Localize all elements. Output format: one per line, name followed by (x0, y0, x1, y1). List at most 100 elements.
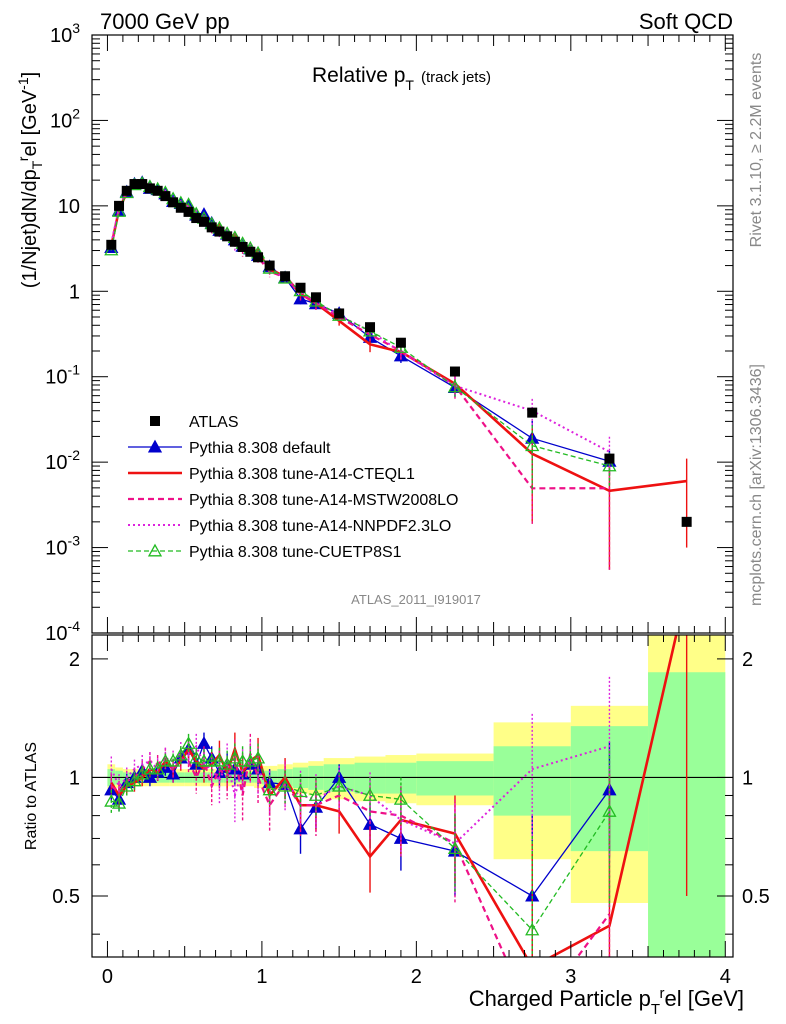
atlas-point (264, 260, 275, 271)
ratio-tick-label-left: 2 (69, 649, 80, 671)
ratio-point-cuetp8s1 (189, 750, 204, 764)
x-tick-label: 3 (565, 966, 576, 988)
atlas-point (395, 337, 406, 348)
ratio-point-cuetp8s1 (181, 736, 196, 749)
legend-label: ATLAS (189, 414, 239, 431)
atlas-point (160, 191, 171, 202)
ratio-tick-label-right: 1 (742, 767, 753, 789)
ratio-point-cuetp8s1 (142, 761, 158, 775)
ratio-tick-label-left: 1 (69, 767, 80, 789)
y-tick-exponent: -1 (68, 362, 81, 378)
y-tick-exponent: -3 (68, 533, 81, 549)
atlas-point (334, 308, 345, 319)
x-tick-label: 1 (256, 966, 267, 988)
atlas-point (310, 292, 321, 303)
y-tick-label: 102 (50, 105, 80, 132)
legend-marker-atlas (150, 416, 160, 426)
legend: ATLAS Pythia 8.308 default Pythia 8.308 tu… (128, 414, 458, 561)
series-line-cuetp8s1 (110, 182, 610, 467)
atlas-point (237, 241, 248, 252)
rivet-label: Rivet 3.1.10, ≥ 2.2M events (748, 53, 765, 248)
ratio-band-inner (416, 761, 494, 796)
ratio-point-cuetp8s1 (158, 753, 173, 767)
atlas-point (365, 322, 376, 333)
ratio-point-cuetp8s1 (212, 753, 227, 767)
header-right: Soft QCD (639, 9, 733, 34)
ratio-point-cuetp8s1 (173, 747, 188, 761)
atlas-point (253, 252, 264, 263)
ratio-point-cuetp8s1 (204, 753, 219, 767)
plot-title-sub: T (405, 77, 414, 93)
plot-title-note: (track jets) (421, 69, 491, 86)
atlas-point (280, 271, 291, 282)
x-axis-label: Charged Particle pTrel [GeV] (469, 985, 744, 1018)
y-tick-exponent: 3 (72, 20, 80, 36)
header-left: 7000 GeV pp (100, 9, 230, 34)
y-tick-label: 10-2 (45, 447, 80, 474)
ratio-point-cuetp8s1 (196, 753, 212, 767)
ratio-point-cuetp8s1 (235, 753, 250, 767)
y-tick-label: 103 (50, 20, 80, 47)
ratio-point-cuetp8s1 (127, 773, 142, 787)
atlas-point (121, 185, 132, 196)
ratio-point-cuetp8s1 (308, 788, 324, 801)
ratio-plot-area (92, 635, 733, 957)
point-cuetp8s1 (447, 379, 463, 393)
y-tick-exponent: -2 (68, 447, 81, 463)
ratio-tick-label-right: 2 (742, 649, 753, 671)
atlas-point (129, 179, 140, 190)
x-tick-label: 0 (102, 966, 113, 988)
ratio-point-cuetp8s1 (250, 750, 266, 764)
y-tick-label: 10-1 (45, 362, 80, 389)
ratio-point-cuetp8s1 (111, 795, 127, 809)
point-cuetp8s1 (602, 458, 617, 472)
atlas-point (106, 239, 117, 250)
atlas-point (114, 200, 125, 211)
atlas-point (214, 226, 225, 237)
ratio-axes: 0 1 2 3 4 0.5 0.5 1 1 2 2 (52, 635, 770, 988)
ratio-line-mstw (110, 753, 611, 957)
atlas-point (604, 453, 615, 464)
y-axis-label: (1/Njet)dN/dpTrel [GeV-1] (15, 72, 45, 288)
ratio-y-axis-label: Ratio to ATLAS (23, 742, 40, 850)
ratio-point-cuetp8s1 (150, 761, 165, 775)
legend-label: Pythia 8.308 tune-A14-NNPDF2.3LO (189, 518, 451, 535)
y-tick-label: 10 (58, 196, 80, 218)
ratio-band-inner (493, 746, 571, 816)
ratio-tick-label-right: 0.5 (742, 886, 770, 908)
ratio-point-cuetp8s1 (332, 778, 347, 792)
ratio-point-cuetp8s1 (220, 756, 235, 770)
ratio-point-cuetp8s1 (104, 793, 119, 807)
ratio-point-cuetp8s1 (277, 778, 293, 792)
legend-label: Pythia 8.308 tune-CUETP8S1 (189, 544, 402, 561)
atlas-point (152, 185, 163, 196)
x-tick-label: 4 (720, 966, 731, 988)
y-tick-label: 1 (69, 281, 80, 303)
legend-marker-cuetp8s1 (147, 543, 163, 557)
y-tick-label: 10-4 (45, 618, 80, 645)
ratio-point-cuetp8s1 (447, 841, 463, 854)
atlas-point (681, 516, 692, 527)
y-tick-exponent: 2 (72, 105, 80, 121)
main-plot-frame (91, 34, 734, 634)
atlas-point (198, 216, 209, 227)
ratio-point-cuetp8s1 (262, 782, 277, 796)
ratio-point-cuetp8s1 (165, 753, 181, 767)
atlas-point (175, 202, 186, 213)
atlas-point (527, 407, 538, 418)
series-line-default (110, 181, 610, 462)
ratio-point-cuetp8s1 (362, 788, 378, 801)
atlas-point (137, 179, 148, 190)
ratio-point-cuetp8s1 (293, 784, 308, 798)
ratio-plot-frame (91, 634, 734, 958)
legend-label: Pythia 8.308 tune-A14-CTEQL1 (189, 466, 415, 483)
y-tick-label: 10-3 (45, 533, 80, 560)
plot-title: Relative pT (track jets) (312, 64, 491, 93)
ratio-point-cuetp8s1 (393, 791, 409, 805)
atlas-point (168, 197, 179, 208)
ratio-tick-label-left: 0.5 (52, 886, 80, 908)
mcplots-label: mcplots.cern.ch [arXiv:1306.3436] (748, 364, 765, 606)
atlas-point (229, 236, 240, 247)
atlas-point (206, 222, 217, 233)
